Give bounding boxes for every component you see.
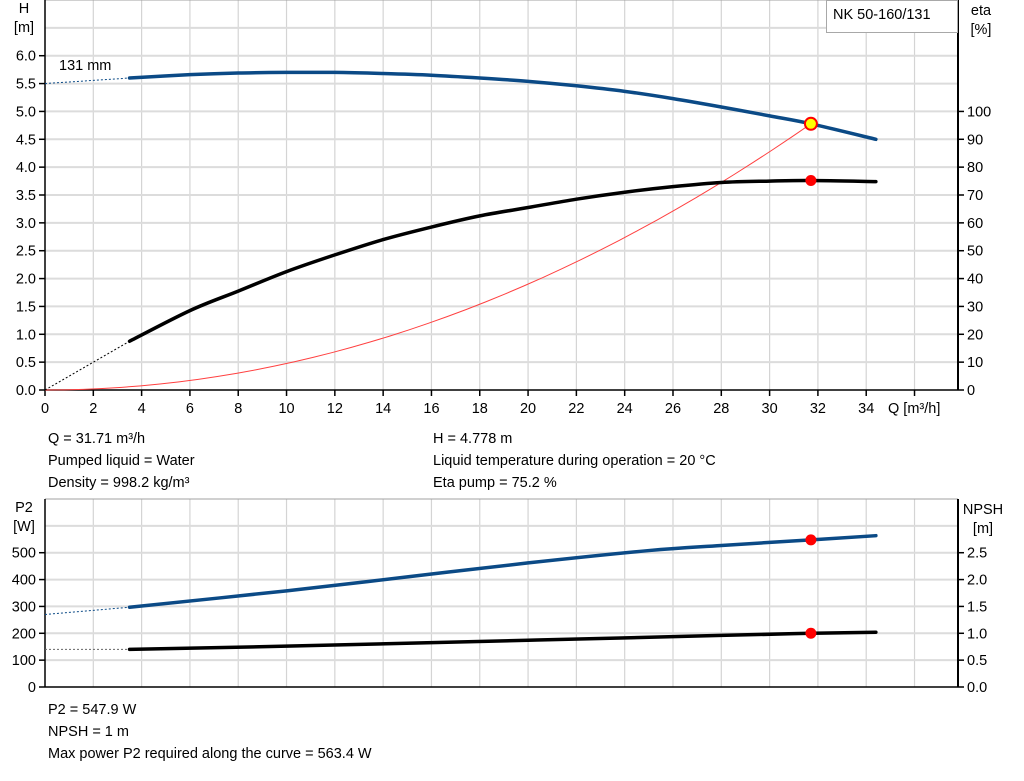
info-h: H = 4.778 m — [433, 431, 513, 447]
y-tick-label-right: 1.5 — [967, 599, 987, 615]
curve-eta-pump — [127, 178, 878, 343]
x-axis-label: Q [m³/h] — [888, 401, 940, 417]
x-tick-label: 28 — [713, 401, 729, 417]
duty-point-p2 — [805, 534, 817, 546]
curve-extrapolated-p2 — [44, 606, 130, 615]
x-tick-label: 20 — [520, 401, 536, 417]
y-axis-unit-left: [W] — [13, 519, 35, 535]
info-max-p2: Max power P2 required along the curve = … — [48, 746, 372, 762]
info-temperature: Liquid temperature during operation = 20… — [433, 453, 716, 469]
y-axis-label-left: P2 — [15, 500, 33, 516]
x-tick-label: 10 — [278, 401, 294, 417]
y-tick-label-right: 40 — [967, 272, 983, 288]
y-tick-label-left: 1.5 — [16, 299, 36, 315]
y-tick-label-right: 0 — [967, 383, 975, 399]
system-curve — [44, 123, 812, 391]
y-tick-label-left: 2.5 — [16, 244, 36, 260]
x-tick-label: 16 — [423, 401, 439, 417]
y-tick-label-left: 0.0 — [16, 383, 36, 399]
y-tick-label-left: 0 — [28, 680, 36, 696]
curve-h — [127, 70, 878, 142]
curve-p2 — [127, 533, 878, 609]
x-tick-label: 34 — [858, 401, 874, 417]
y-tick-label-right: 50 — [967, 244, 983, 260]
info-npsh: NPSH = 1 m — [48, 724, 129, 740]
y-tick-label-left: 0.5 — [16, 355, 36, 371]
y-tick-label-right: 70 — [967, 188, 983, 204]
y-tick-label-left: 100 — [12, 653, 36, 669]
y-tick-label-left: 1.0 — [16, 327, 36, 343]
x-tick-label: 8 — [234, 401, 242, 417]
y-tick-label-right: 1.0 — [967, 626, 987, 642]
y-axis-label-right: eta — [971, 3, 992, 19]
x-tick-label: 30 — [762, 401, 778, 417]
curve-npsh — [127, 630, 878, 652]
duty-point-npsh — [805, 627, 817, 639]
y-axis-unit-right: [%] — [971, 22, 992, 38]
y-tick-label-right: 2.0 — [967, 573, 987, 589]
y-tick-label-left: 4.5 — [16, 132, 36, 148]
x-tick-label: 26 — [665, 401, 681, 417]
y-axis-unit-left: [m] — [14, 20, 34, 36]
curve-extrapolated-eta-pump — [44, 340, 130, 391]
y-tick-label-left: 300 — [12, 599, 36, 615]
legend-title: NK 50-160/131 — [833, 7, 931, 23]
y-tick-label-right: 90 — [967, 132, 983, 148]
y-tick-label-right: 100 — [967, 104, 991, 120]
y-tick-label-left: 6.0 — [16, 49, 36, 65]
curve-label-impeller: 131 mm — [59, 58, 111, 74]
y-axis-unit-right: [m] — [973, 521, 993, 537]
y-tick-label-left: 5.5 — [16, 77, 36, 93]
info-p2: P2 = 547.9 W — [48, 702, 137, 718]
x-tick-label: 6 — [186, 401, 194, 417]
x-tick-label: 24 — [617, 401, 633, 417]
x-tick-label: 12 — [327, 401, 343, 417]
y-tick-label-right: 30 — [967, 299, 983, 315]
y-tick-label-left: 5.0 — [16, 104, 36, 120]
y-tick-label-left: 200 — [12, 626, 36, 642]
y-tick-label-left: 400 — [12, 573, 36, 589]
y-tick-label-right: 80 — [967, 160, 983, 176]
y-tick-label-left: 4.0 — [16, 160, 36, 176]
x-tick-label: 14 — [375, 401, 391, 417]
info-liquid: Pumped liquid = Water — [48, 453, 195, 469]
legend-box — [826, 0, 958, 33]
y-tick-label-left: 3.5 — [16, 188, 36, 204]
x-tick-label: 4 — [138, 401, 146, 417]
x-tick-label: 0 — [41, 401, 49, 417]
y-tick-label-right: 0.0 — [967, 680, 987, 696]
y-tick-label-left: 500 — [12, 546, 36, 562]
y-tick-label-right: 2.5 — [967, 546, 987, 562]
info-eta: Eta pump = 75.2 % — [433, 475, 557, 491]
y-axis-label-left: H — [19, 1, 29, 17]
x-tick-label: 2 — [89, 401, 97, 417]
y-tick-label-right: 60 — [967, 216, 983, 232]
x-tick-label: 18 — [472, 401, 488, 417]
info-density: Density = 998.2 kg/m³ — [48, 475, 190, 491]
duty-point-h — [803, 116, 818, 131]
info-q: Q = 31.71 m³/h — [48, 431, 146, 447]
y-tick-label-right: 10 — [967, 355, 983, 371]
y-tick-label-left: 2.0 — [16, 272, 36, 288]
y-tick-label-right: 20 — [967, 327, 983, 343]
y-axis-label-right: NPSH — [963, 502, 1003, 518]
x-tick-label: 32 — [810, 401, 826, 417]
y-tick-label-right: 0.5 — [967, 653, 987, 669]
x-tick-label: 22 — [568, 401, 584, 417]
duty-point-eta — [805, 175, 817, 187]
y-tick-label-left: 3.0 — [16, 216, 36, 232]
